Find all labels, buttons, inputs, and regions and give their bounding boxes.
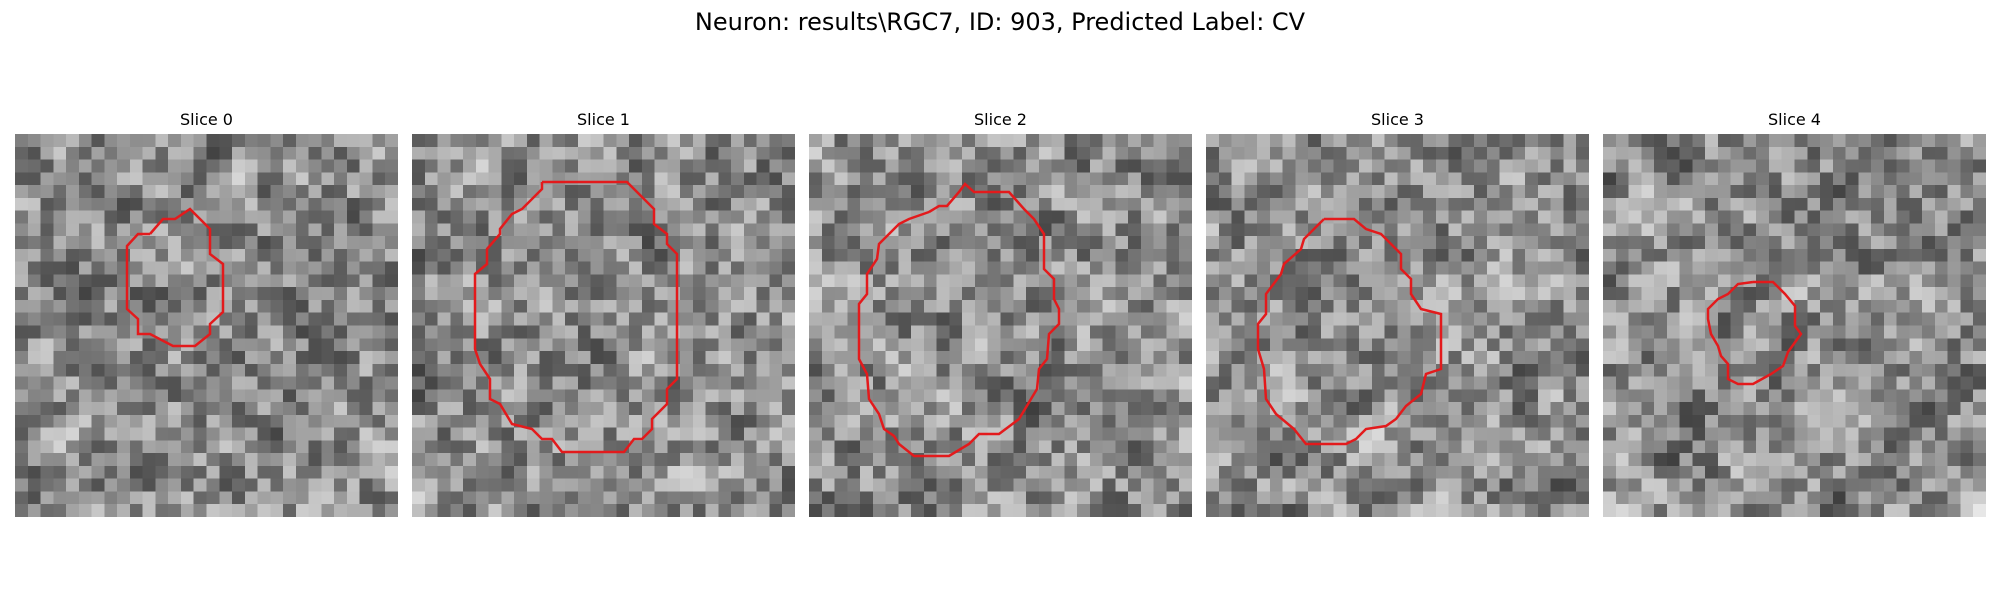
cell-contour bbox=[125, 207, 225, 348]
slice-title: Slice 0 bbox=[180, 110, 233, 129]
microscopy-image bbox=[1206, 134, 1589, 517]
slice-image bbox=[1603, 134, 1986, 517]
slice-image bbox=[809, 134, 1192, 517]
cell-contour bbox=[1256, 217, 1443, 446]
contour-overlay bbox=[1256, 217, 1443, 446]
slice-image bbox=[15, 134, 398, 517]
figure-title: Neuron: results\RGC7, ID: 903, Predicted… bbox=[694, 8, 1306, 36]
cell-contour bbox=[857, 182, 1061, 458]
slice-title: Slice 1 bbox=[577, 110, 630, 129]
microscopy-image bbox=[809, 134, 1192, 517]
slice-title: Slice 4 bbox=[1768, 110, 1821, 129]
slice-image bbox=[1206, 134, 1589, 517]
microscopy-image bbox=[15, 134, 398, 517]
slice-title: Slice 2 bbox=[974, 110, 1027, 129]
contour-overlay bbox=[473, 180, 679, 454]
cell-contour bbox=[473, 180, 679, 454]
cell-contour bbox=[1706, 280, 1803, 386]
contour-overlay bbox=[125, 207, 225, 348]
contour-overlay bbox=[1706, 280, 1803, 386]
slice-title: Slice 3 bbox=[1371, 110, 1424, 129]
contour-overlay bbox=[857, 182, 1061, 458]
slice-image bbox=[412, 134, 795, 517]
